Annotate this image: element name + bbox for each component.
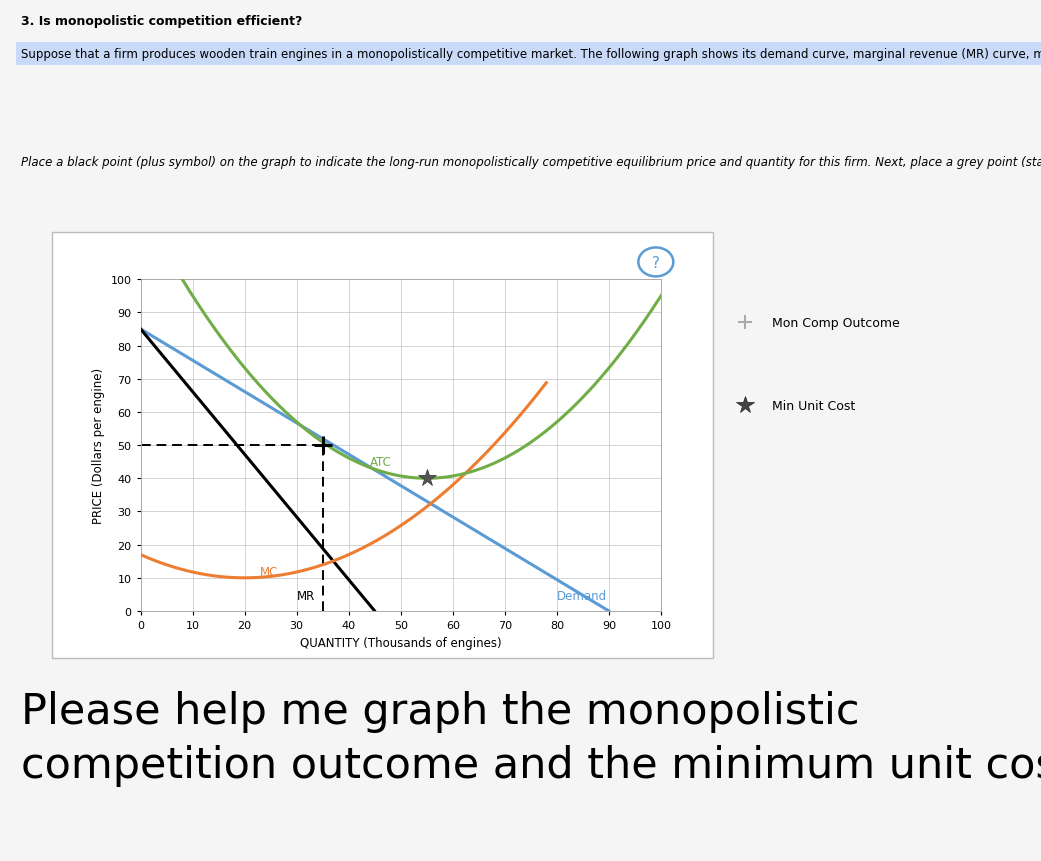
Text: MR: MR xyxy=(297,590,315,603)
Text: Min Unit Cost: Min Unit Cost xyxy=(772,399,856,412)
Text: 3. Is monopolistic competition efficient?: 3. Is monopolistic competition efficient… xyxy=(21,15,302,28)
Text: Demand: Demand xyxy=(557,590,607,603)
Text: Please help me graph the monopolistic
competition outcome and the minimum unit c: Please help me graph the monopolistic co… xyxy=(21,691,1041,786)
Text: MC: MC xyxy=(260,565,279,578)
FancyBboxPatch shape xyxy=(52,232,713,659)
X-axis label: QUANTITY (Thousands of engines): QUANTITY (Thousands of engines) xyxy=(300,636,502,649)
Text: Suppose that a firm produces wooden train engines in a monopolistically competit: Suppose that a firm produces wooden trai… xyxy=(21,48,1041,61)
Text: Place a black point (plus symbol) on the graph to indicate the long-run monopoli: Place a black point (plus symbol) on the… xyxy=(21,156,1041,169)
Y-axis label: PRICE (Dollars per engine): PRICE (Dollars per engine) xyxy=(92,368,105,523)
Text: Mon Comp Outcome: Mon Comp Outcome xyxy=(772,316,900,330)
Text: ?: ? xyxy=(652,256,660,271)
Text: ATC: ATC xyxy=(370,455,391,468)
